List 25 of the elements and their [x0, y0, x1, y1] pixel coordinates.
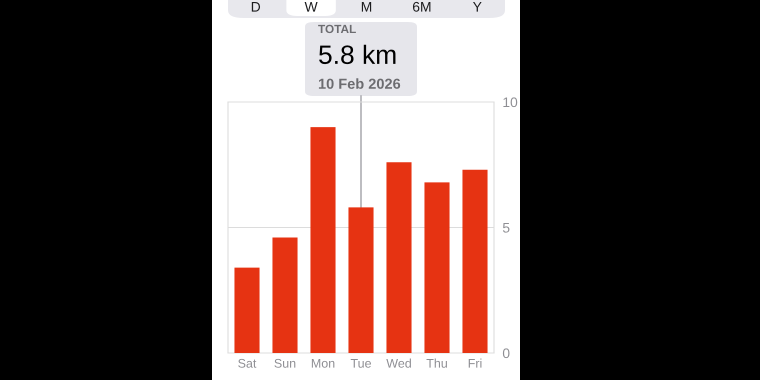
text: 10 Feb 2026 — [318, 78, 400, 89]
x-tick-label: Tue — [350, 359, 371, 368]
bar — [310, 127, 336, 353]
bar — [234, 268, 260, 353]
x-tick-label: Wed — [386, 358, 411, 368]
text: 5.8 km — [319, 44, 396, 64]
y-tick-label: 5 — [502, 222, 510, 233]
y-tick-label: 10 — [503, 97, 518, 108]
text: W — [304, 2, 318, 12]
y-tick-label: 0 — [502, 348, 510, 358]
text: TOTAL — [318, 24, 356, 34]
bar — [272, 238, 298, 353]
bar — [462, 170, 488, 353]
text: 6M — [412, 2, 430, 12]
x-tick-label: Sat — [238, 358, 256, 368]
bar — [424, 182, 450, 353]
bar — [348, 207, 374, 353]
x-tick-label: Fri — [468, 358, 482, 368]
x-tick-label: Mon — [312, 359, 334, 368]
x-tick-label: Thu — [426, 358, 447, 368]
text: M — [362, 2, 372, 12]
text: D — [252, 2, 260, 12]
x-tick-label: Sun — [274, 358, 296, 368]
bar — [386, 162, 412, 353]
text: Y — [472, 2, 482, 12]
